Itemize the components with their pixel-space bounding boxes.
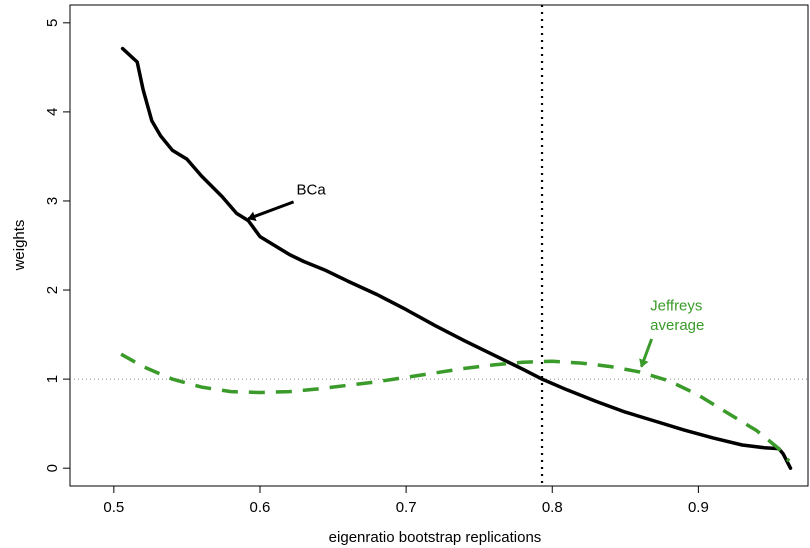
annotation-arrow bbox=[639, 338, 654, 368]
y-tick-label: 4 bbox=[44, 108, 61, 116]
series-line-bca bbox=[120, 46, 793, 470]
x-tick-label: 0.8 bbox=[542, 499, 563, 516]
y-axis-label: weights bbox=[11, 220, 28, 272]
annotation-label: average bbox=[650, 317, 704, 334]
x-tick-label: 0.5 bbox=[103, 499, 124, 516]
x-axis-label: eigenratio bootstrap replications bbox=[329, 529, 542, 546]
x-tick-label: 0.6 bbox=[250, 499, 271, 516]
annotation-label: Jeffreys bbox=[650, 298, 702, 315]
x-tick-label: 0.9 bbox=[688, 499, 709, 516]
series-line-jeffreys bbox=[120, 352, 791, 463]
y-tick-label: 2 bbox=[44, 286, 61, 294]
annotation-arrow bbox=[247, 200, 295, 222]
plot-frame bbox=[69, 4, 809, 487]
series-layer bbox=[120, 46, 793, 470]
y-tick-label: 0 bbox=[44, 464, 61, 472]
annotation-label: BCa bbox=[297, 182, 327, 199]
annotations-layer: BCa Jeffreys average bbox=[247, 182, 704, 368]
y-tick-label: 1 bbox=[44, 375, 61, 383]
y-tick-label: 3 bbox=[44, 197, 61, 205]
y-tick-label: 5 bbox=[44, 19, 61, 27]
x-tick-label: 0.7 bbox=[396, 499, 417, 516]
reference-lines bbox=[70, 5, 808, 486]
axes: 0.5 0.6 0.7 0.8 0.9 0 1 2 3 4 5 bbox=[44, 19, 709, 516]
